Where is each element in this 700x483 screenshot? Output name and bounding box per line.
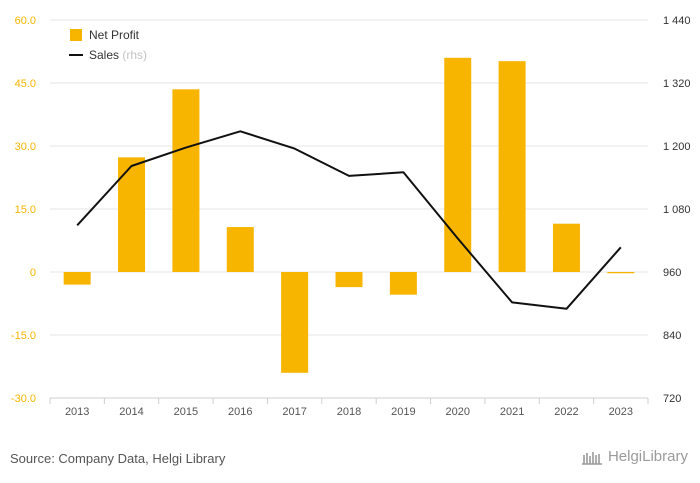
net-profit-bar	[552, 223, 580, 272]
net-profit-bar	[63, 272, 91, 285]
y-right-tick-label: 1 200	[663, 141, 691, 153]
legend-label-sales: Sales (rhs)	[89, 48, 147, 62]
y-left-tick-label: 45.0	[15, 78, 36, 90]
net-profit-bar	[389, 272, 417, 295]
y-right-tick-label: 1 080	[663, 204, 691, 216]
combo-chart: 2013 2014 2015 2016 2017 2018 2019 2020 2021 2022…	[11, 15, 691, 418]
net-profit-bars	[63, 57, 635, 373]
legend-swatch-net-profit	[70, 29, 82, 41]
sales-line-series	[76, 130, 622, 310]
x-tick-label: 2013	[65, 406, 89, 418]
net-profit-bar	[226, 227, 254, 272]
x-tick-label: 2016	[228, 406, 252, 418]
sales-line	[76, 130, 622, 310]
net-profit-bar	[607, 272, 635, 274]
y-right-tick-label: 960	[663, 267, 681, 279]
y-left-tick-label: 15.0	[15, 204, 36, 216]
x-tick-label: 2015	[174, 406, 198, 418]
legend-label-net-profit: Net Profit	[89, 28, 140, 42]
legend: Net Profit Sales (rhs)	[69, 28, 147, 62]
y-right-tick-label: 1 440	[663, 15, 691, 27]
y-right-tick-label: 720	[663, 393, 681, 405]
source-note: Source: Company Data, Helgi Library	[10, 451, 226, 466]
y-left-tick-label: -15.0	[11, 330, 36, 342]
net-profit-bar	[444, 57, 472, 272]
x-tick-label: 2022	[554, 406, 578, 418]
logo-text: HelgiLibrary	[607, 448, 688, 465]
brand-logo: HelgiLibrary	[581, 448, 688, 465]
x-tick-label: 2018	[337, 406, 361, 418]
net-profit-bar	[172, 89, 200, 272]
y-left-tick-label: -30.0	[11, 393, 36, 405]
y-right-tick-label: 840	[663, 330, 681, 342]
x-tick-label: 2017	[282, 406, 306, 418]
x-tick-label: 2020	[445, 406, 469, 418]
net-profit-bar	[118, 157, 146, 272]
y-axis-left: -30.0 -15.0 0 15.0 30.0 45.0 60.0	[11, 15, 36, 405]
net-profit-bar	[281, 272, 309, 373]
x-axis: 2013 2014 2015 2016 2017 2018 2019 2020 2021 2022…	[49, 398, 649, 418]
x-tick-label: 2014	[119, 406, 143, 418]
x-tick-label: 2023	[609, 406, 633, 418]
y-axis-right: 720 840 960 1 080 1 200 1 320 1 440	[663, 15, 691, 405]
y-right-tick-label: 1 320	[663, 78, 691, 90]
x-tick-label: 2021	[500, 406, 524, 418]
legend-rhs-note: (rhs)	[122, 48, 147, 62]
library-icon	[581, 451, 602, 465]
y-left-tick-label: 60.0	[15, 15, 36, 27]
y-left-tick-label: 0	[30, 267, 36, 279]
net-profit-bar	[498, 61, 526, 272]
net-profit-bar	[335, 272, 363, 288]
y-left-tick-label: 30.0	[15, 141, 36, 153]
x-tick-label: 2019	[391, 406, 415, 418]
